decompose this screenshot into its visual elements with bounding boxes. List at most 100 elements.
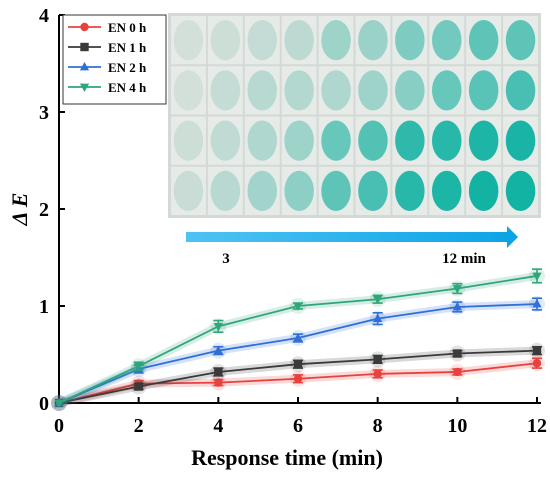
legend-items: EN 0 h EN 1 h EN 2 h EN 4 h — [68, 20, 147, 95]
arrow-end-label: 12 min — [442, 251, 486, 267]
data-point — [532, 359, 542, 368]
photo-spot — [505, 70, 536, 111]
y-axis-title: Δ E — [7, 193, 32, 227]
photo-spot — [210, 20, 241, 61]
x-tick-label: 12 — [527, 415, 547, 437]
legend-marker — [79, 83, 90, 93]
photo-spot — [505, 120, 536, 161]
photo-spot — [173, 20, 204, 61]
photo-spot — [210, 70, 241, 111]
x-ticks: 0 2 4 6 8 10 12 — [54, 397, 547, 437]
photo-spot — [431, 170, 462, 211]
series-layer — [51, 267, 545, 411]
y-tick-label: 3 — [39, 102, 49, 124]
data-point — [373, 313, 383, 322]
photo-spot — [358, 120, 388, 161]
legend-marker — [79, 61, 90, 71]
photo-spot — [284, 120, 314, 161]
legend-marker — [80, 22, 89, 32]
x-tick-label: 0 — [54, 415, 64, 437]
photo-spot — [247, 20, 278, 61]
photo-spot — [358, 70, 388, 111]
legend-label: EN 1 h — [108, 40, 147, 55]
photo-spot — [210, 170, 241, 211]
photo-spot — [358, 170, 388, 211]
x-axis-title: Response time (min) — [191, 445, 383, 470]
photo-spot — [321, 170, 351, 211]
data-point — [134, 362, 144, 372]
photo-spot — [173, 170, 204, 211]
data-point — [293, 302, 303, 312]
photo-spot — [395, 20, 425, 61]
data-point — [213, 323, 223, 332]
photo-spot — [431, 20, 462, 61]
y-tick-label: 4 — [39, 5, 49, 27]
data-point — [213, 345, 223, 354]
photo-spot — [284, 20, 314, 61]
data-point — [293, 360, 303, 369]
series-group — [51, 267, 545, 411]
photo-spot — [321, 70, 351, 111]
data-point — [214, 367, 223, 377]
photo-spot — [247, 70, 278, 111]
data-point — [452, 285, 462, 294]
legend-box — [62, 14, 167, 105]
time-arrow: 3 12 min — [186, 226, 518, 267]
x-tick-label: 6 — [293, 415, 303, 437]
photo-spot — [284, 70, 314, 111]
photo-spot — [247, 170, 278, 211]
data-point — [453, 349, 462, 358]
photo-spot — [505, 170, 536, 211]
legend: EN 0 h EN 1 h EN 2 h EN 4 h — [62, 14, 167, 105]
data-point — [293, 332, 303, 342]
photo-spot — [210, 120, 241, 161]
photo-spot — [505, 20, 536, 61]
photo-spot — [173, 70, 204, 111]
data-point — [373, 295, 383, 305]
data-point — [293, 374, 303, 383]
photo-spot — [468, 120, 499, 161]
y-ticks: 0 1 2 3 4 — [39, 5, 65, 415]
data-point — [452, 301, 462, 311]
photo-spot — [395, 70, 425, 111]
photo-spot — [321, 20, 351, 61]
photo-spot — [321, 120, 351, 161]
photo-spot — [431, 70, 462, 111]
time-arrow-shape — [186, 226, 518, 248]
x-tick-label: 8 — [373, 415, 383, 437]
series-group — [51, 342, 545, 411]
y-tick-label: 2 — [39, 199, 49, 221]
data-point — [373, 355, 382, 364]
photo-spot — [173, 120, 204, 161]
data-point — [373, 369, 382, 379]
data-point — [532, 272, 542, 281]
arrow-start-label: 3 — [222, 251, 230, 267]
data-point — [532, 346, 542, 355]
data-point — [134, 382, 143, 391]
photo-cells — [171, 16, 538, 215]
data-point — [532, 299, 542, 308]
legend-label: EN 0 h — [108, 20, 147, 35]
photo-spot — [468, 170, 499, 211]
x-tick-label: 2 — [134, 415, 144, 437]
photo-spot — [468, 20, 499, 61]
photo-spot — [284, 170, 314, 211]
x-tick-label: 4 — [213, 415, 223, 437]
legend-label: EN 2 h — [108, 60, 147, 75]
legend-label: EN 4 h — [108, 80, 147, 95]
data-point — [453, 367, 462, 377]
y-tick-label: 1 — [39, 296, 49, 318]
legend-marker — [80, 42, 89, 52]
photo-spot — [358, 20, 388, 61]
photo-spot — [468, 70, 499, 111]
data-point — [54, 399, 64, 409]
photo-spot — [247, 120, 278, 161]
x-tick-label: 10 — [447, 415, 467, 437]
photo-spot — [395, 170, 425, 211]
photo-spot — [395, 120, 425, 161]
photo-spot — [431, 120, 462, 161]
inset-photo — [168, 13, 541, 218]
data-point — [214, 378, 223, 387]
y-tick-label: 0 — [39, 393, 49, 415]
